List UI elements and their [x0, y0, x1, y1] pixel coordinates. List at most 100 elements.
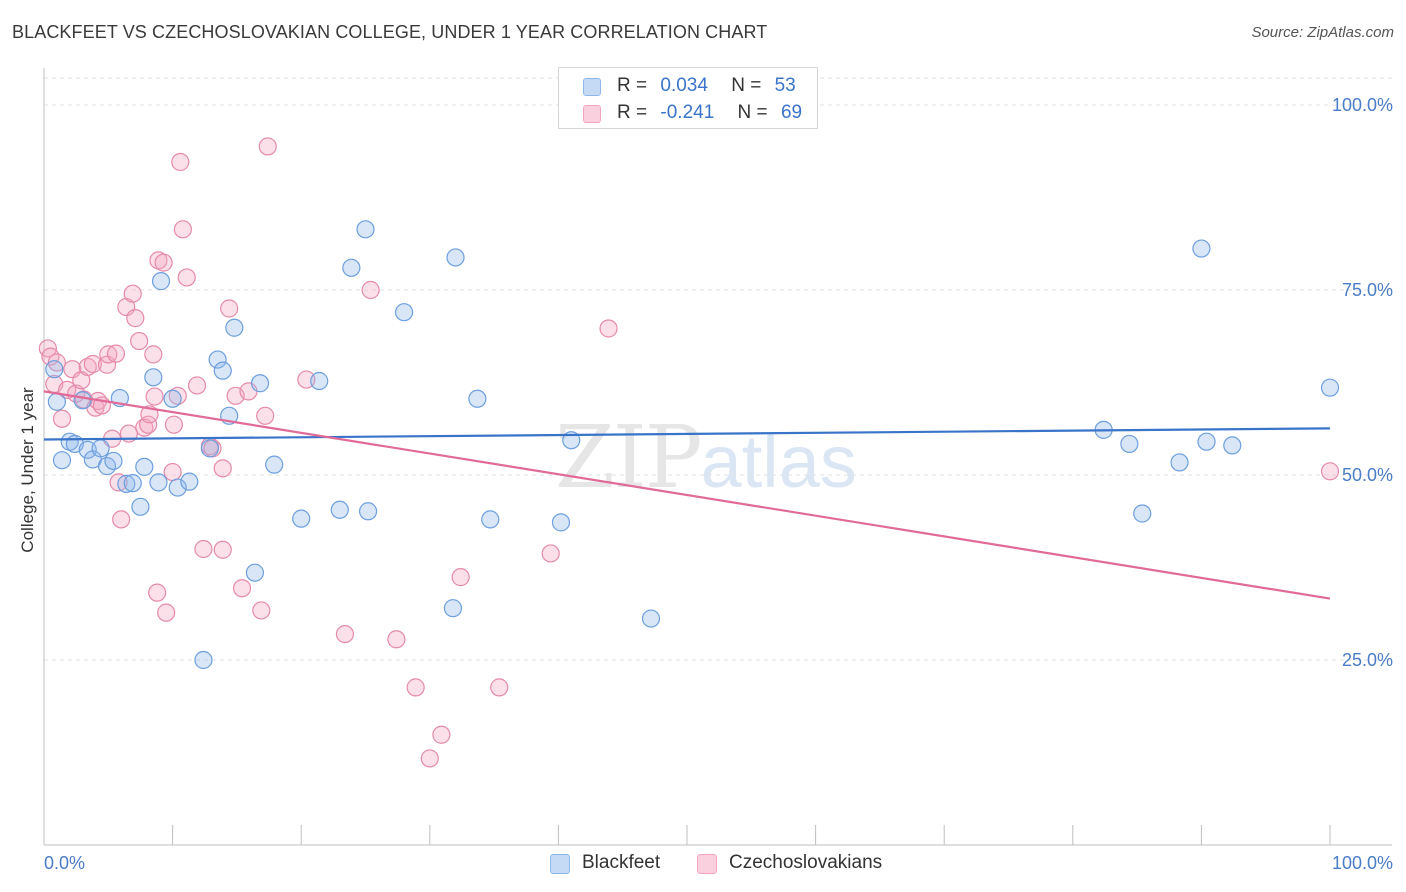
- blackfeet-points: [45, 220, 1340, 670]
- legend: R = 0.034 N = 53 R = -0.241 N = 69: [558, 67, 818, 129]
- blackfeet-point: [468, 389, 487, 408]
- blackfeet-point: [225, 318, 244, 337]
- blackfeet-point: [481, 510, 500, 529]
- blackfeet-point: [144, 368, 163, 387]
- czechoslovakians-point: [213, 459, 232, 478]
- czechoslovakians-point: [387, 630, 406, 649]
- czechoslovakians-point: [451, 568, 470, 587]
- czechoslovakians-point: [123, 284, 142, 303]
- blackfeet-point: [135, 457, 154, 476]
- czechoslovakians-point: [420, 749, 439, 768]
- blackfeet-point: [45, 360, 64, 379]
- blackfeet-point: [208, 350, 227, 369]
- blackfeet-point: [91, 439, 110, 458]
- blackfeet-point: [194, 650, 213, 670]
- czechoslovakians-point: [154, 253, 173, 272]
- blackfeet-point: [1223, 436, 1242, 455]
- bottom-legend-label-czech: Czechoslovakians: [729, 852, 883, 873]
- czechoslovakians-point: [541, 544, 560, 563]
- czechoslovakians-point: [144, 345, 163, 364]
- blackfeet-point: [342, 258, 361, 277]
- czechoslovakians-point: [252, 601, 271, 620]
- bottom-legend-label-blackfeet: Blackfeet: [582, 852, 661, 873]
- czechoslovakians-point: [335, 624, 355, 644]
- czechoslovakians-point: [99, 345, 118, 364]
- czechoslovakians-point: [163, 462, 182, 482]
- tick-labels: 25.0% 50.0% 75.0% 100.0% 0.0% 100.0%: [44, 95, 1393, 873]
- czechoslovakians-point: [112, 510, 131, 529]
- czechoslovakians-point: [194, 539, 213, 559]
- blackfeet-point: [292, 509, 311, 528]
- czechoslovakians-point: [171, 152, 190, 172]
- blackfeet-point: [180, 472, 199, 491]
- blackfeet-point: [149, 473, 168, 492]
- legend-r-value-czech: -0.241: [660, 102, 715, 123]
- blackfeet-point: [446, 248, 465, 267]
- czechoslovakians-point: [52, 409, 72, 428]
- czechoslovakians-point: [177, 268, 196, 287]
- source-label: Source: ZipAtlas.com: [1251, 24, 1394, 41]
- x-tick-label: 100.0%: [1332, 853, 1393, 873]
- legend-swatch-czech: [583, 105, 601, 123]
- blackfeet-point: [104, 451, 123, 471]
- bottom-legend-swatch-blackfeet: [550, 854, 570, 874]
- trend-lines: [43, 390, 1331, 600]
- czechoslovakians-point: [490, 678, 509, 697]
- legend-r-label: R =: [617, 75, 648, 96]
- blackfeet-point: [245, 563, 265, 582]
- watermark-zip: ZIP: [555, 408, 703, 508]
- czechoslovakians-point: [361, 280, 380, 300]
- czechoslovakians-point: [78, 357, 97, 377]
- czechoslovakians-point: [148, 583, 167, 602]
- czechoslovakians-point: [1320, 462, 1340, 481]
- x-tick-label: 0.0%: [44, 853, 85, 873]
- blackfeet-point: [443, 599, 463, 618]
- blackfeet-point: [1197, 432, 1216, 451]
- czechoslovakians-point: [256, 406, 275, 425]
- czechoslovakians-point: [109, 473, 128, 492]
- czechoslovakians-point: [83, 354, 102, 374]
- blackfeet-point: [117, 474, 136, 493]
- y-tick-label: 100.0%: [1332, 95, 1393, 115]
- czechoslovakians-point: [145, 387, 164, 406]
- y-axis-label: College, Under 1 year: [18, 387, 37, 553]
- legend-n-label: N =: [731, 75, 762, 96]
- blackfeet-point: [358, 502, 378, 521]
- czechoslovakians-point: [232, 579, 252, 598]
- chart-title: BLACKFEET VS CZECHOSLOVAKIAN COLLEGE, UN…: [12, 22, 768, 42]
- legend-n-value-blackfeet: 53: [774, 75, 796, 96]
- blackfeet-point: [394, 303, 414, 322]
- bottom-legend-swatch-czech: [697, 854, 717, 874]
- legend-swatch-blackfeet: [583, 78, 601, 96]
- blackfeet-point: [1133, 504, 1152, 523]
- blackfeet-point: [73, 391, 92, 410]
- blackfeet-point: [131, 497, 150, 516]
- czechoslovakians-point: [432, 725, 451, 744]
- legend-r-value-blackfeet: 0.034: [660, 75, 708, 96]
- legend-n-label: N =: [737, 102, 768, 123]
- czechoslovakians-point: [106, 344, 126, 363]
- czechoslovakians-point: [258, 137, 277, 156]
- blackfeet-point: [213, 361, 232, 380]
- legend-n-value-czech: 69: [780, 102, 803, 123]
- czechoslovakians-points: [38, 137, 1340, 768]
- blackfeet-point: [1320, 378, 1340, 397]
- blackfeet-point: [265, 455, 284, 474]
- czechoslovakians-point: [173, 220, 192, 239]
- blackfeet-point: [310, 371, 329, 391]
- y-tick-label: 75.0%: [1342, 280, 1393, 300]
- czechoslovakians-point: [406, 678, 425, 697]
- czechoslovakians-point: [157, 603, 176, 622]
- czechoslovakians-point: [164, 415, 183, 434]
- blackfeet-point: [250, 374, 270, 393]
- czechoslovakians-point: [187, 376, 207, 395]
- blackfeet-point: [163, 389, 182, 408]
- czechoslovakians-point: [599, 319, 618, 338]
- blackfeet-point: [200, 439, 219, 458]
- axes: [43, 68, 1392, 846]
- blackfeet-point: [1120, 434, 1139, 454]
- blackfeet-point: [1170, 453, 1189, 472]
- blackfeet-point: [123, 474, 142, 493]
- blackfeet-point: [641, 609, 661, 628]
